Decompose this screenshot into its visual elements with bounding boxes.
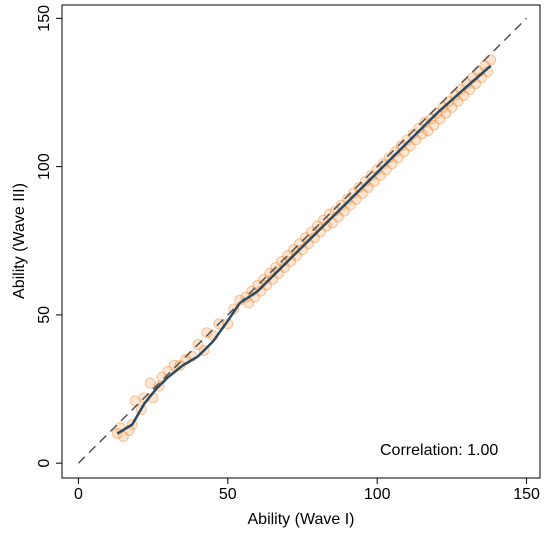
y-tick-label: 50 bbox=[36, 306, 53, 324]
point bbox=[395, 140, 407, 152]
point bbox=[407, 128, 419, 140]
reference-line bbox=[77, 17, 528, 464]
plot-frame bbox=[61, 4, 541, 479]
point bbox=[389, 146, 401, 158]
point bbox=[285, 256, 297, 268]
point bbox=[434, 113, 446, 125]
point bbox=[401, 134, 413, 146]
point bbox=[320, 220, 332, 232]
point bbox=[428, 119, 440, 131]
point bbox=[308, 232, 320, 244]
point bbox=[273, 267, 285, 279]
point bbox=[419, 116, 431, 128]
point bbox=[440, 107, 452, 119]
x-axis-label: Ability (Wave I) bbox=[248, 511, 355, 528]
point bbox=[347, 187, 359, 199]
point bbox=[168, 359, 180, 371]
x-tick-label: 0 bbox=[74, 486, 83, 503]
point bbox=[413, 122, 425, 134]
y-tick-label: 150 bbox=[36, 5, 53, 32]
point bbox=[291, 250, 303, 262]
point bbox=[314, 226, 326, 238]
point bbox=[261, 279, 273, 291]
y-tick-label: 0 bbox=[36, 459, 53, 468]
point bbox=[446, 101, 458, 113]
point bbox=[117, 430, 129, 442]
x-tick-label: 150 bbox=[513, 486, 540, 503]
y-tick-label: 100 bbox=[36, 153, 53, 180]
point bbox=[341, 193, 353, 205]
point bbox=[353, 181, 365, 193]
point bbox=[383, 152, 395, 164]
y-axis-label: Ability (Wave III) bbox=[11, 183, 28, 299]
annotation: Correlation: 1.00 bbox=[380, 442, 498, 459]
point bbox=[365, 170, 377, 182]
point bbox=[422, 125, 434, 137]
point bbox=[335, 199, 347, 211]
x-tick-label: 100 bbox=[364, 486, 391, 503]
point bbox=[296, 244, 308, 256]
point bbox=[267, 273, 279, 285]
point bbox=[371, 164, 383, 176]
point bbox=[377, 158, 389, 170]
point bbox=[279, 261, 291, 273]
point bbox=[201, 327, 213, 339]
x-tick-label: 50 bbox=[219, 486, 237, 503]
point bbox=[359, 175, 371, 187]
point bbox=[329, 205, 341, 217]
point bbox=[144, 377, 156, 389]
point bbox=[302, 238, 314, 250]
point bbox=[452, 95, 464, 107]
